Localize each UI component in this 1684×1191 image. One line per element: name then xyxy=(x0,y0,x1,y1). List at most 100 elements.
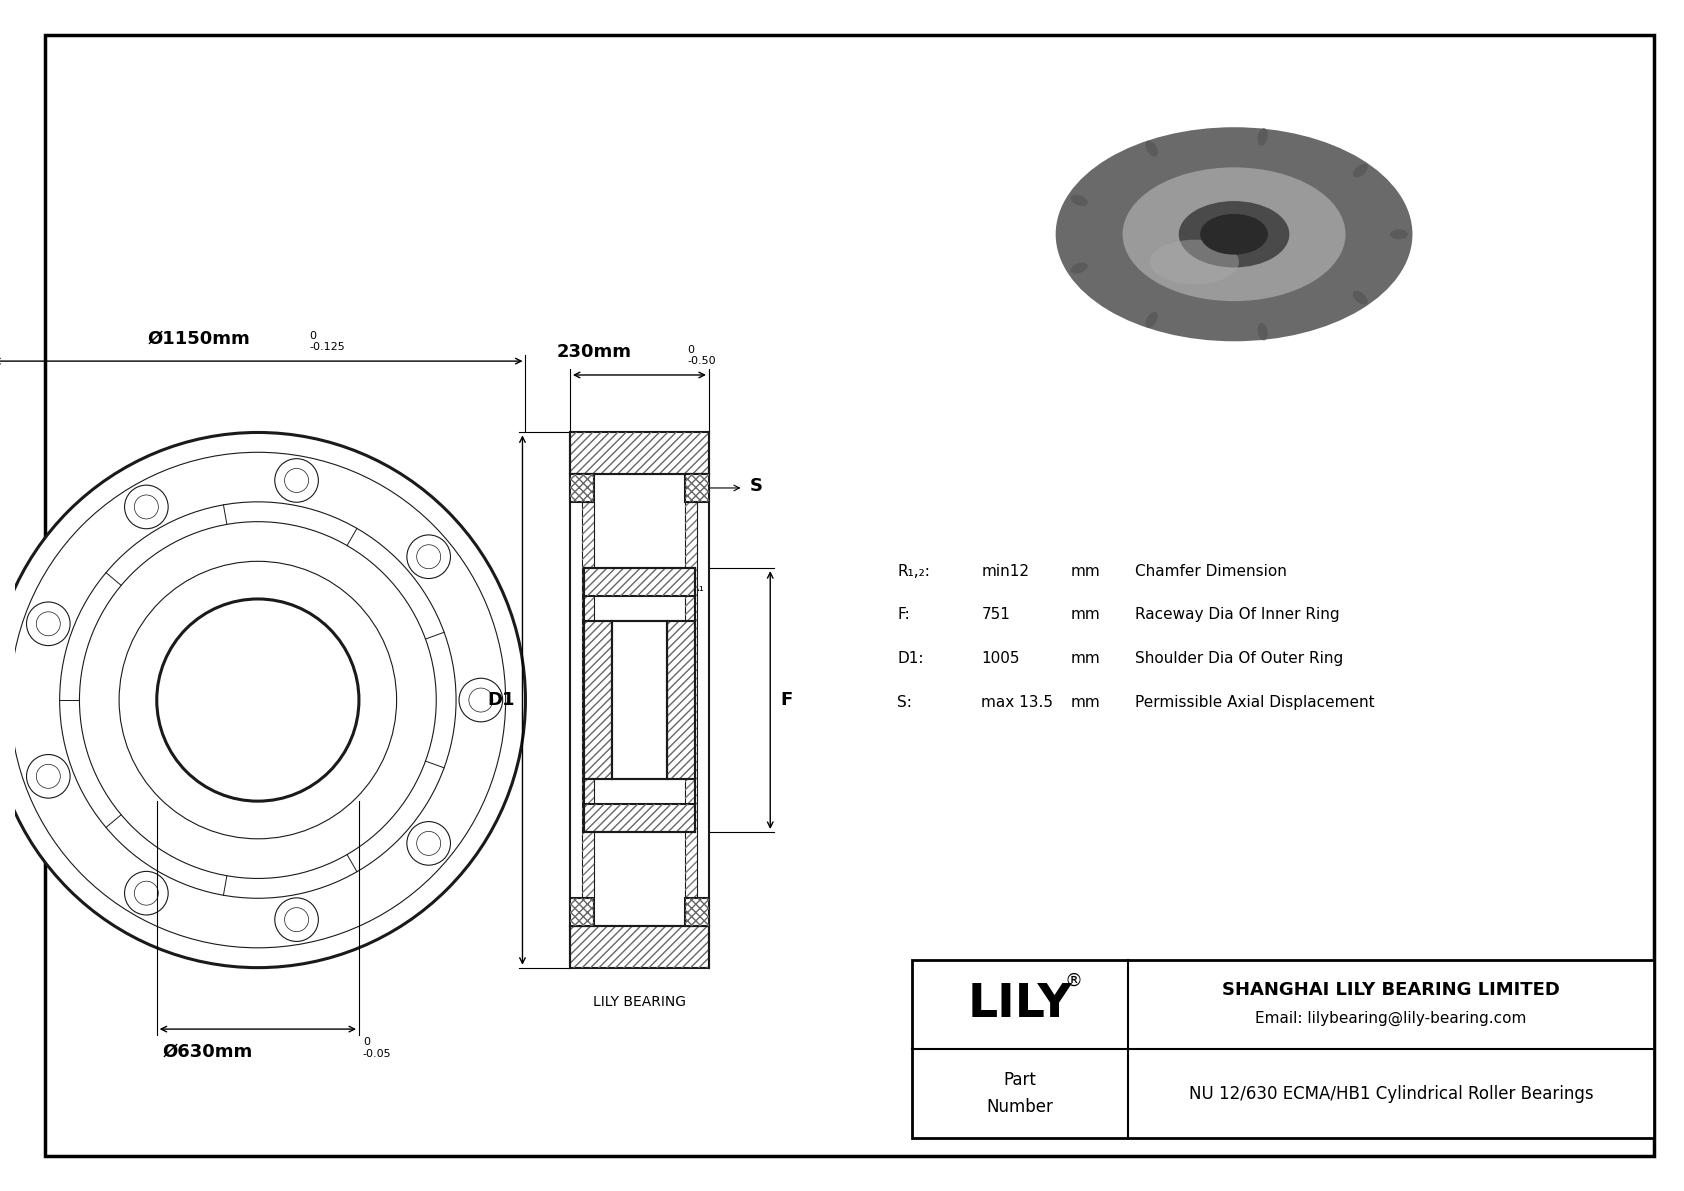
Ellipse shape xyxy=(274,459,318,503)
Text: S:: S: xyxy=(898,694,913,710)
Circle shape xyxy=(10,453,505,948)
Text: -0.50: -0.50 xyxy=(687,356,716,366)
Bar xyxy=(685,474,709,501)
Ellipse shape xyxy=(1352,291,1367,305)
Bar xyxy=(583,501,594,898)
Bar xyxy=(685,501,697,898)
Ellipse shape xyxy=(135,881,158,905)
Ellipse shape xyxy=(285,908,308,931)
Text: 230mm: 230mm xyxy=(556,343,632,361)
Ellipse shape xyxy=(1201,214,1268,255)
Bar xyxy=(584,568,695,596)
Ellipse shape xyxy=(27,601,71,646)
Text: Part
Number: Part Number xyxy=(987,1072,1054,1116)
Bar xyxy=(584,804,695,831)
Ellipse shape xyxy=(1056,127,1413,342)
Text: R₁: R₁ xyxy=(690,581,706,594)
Circle shape xyxy=(79,522,436,879)
Ellipse shape xyxy=(125,872,168,915)
Ellipse shape xyxy=(285,468,308,492)
Bar xyxy=(667,621,695,779)
Text: 1005: 1005 xyxy=(982,651,1021,666)
Ellipse shape xyxy=(1071,262,1088,274)
Bar xyxy=(611,621,667,779)
Bar xyxy=(584,621,611,779)
Ellipse shape xyxy=(1145,141,1159,157)
Text: 0: 0 xyxy=(310,331,317,342)
Text: NU 12/630 ECMA/HB1 Cylindrical Roller Bearings: NU 12/630 ECMA/HB1 Cylindrical Roller Be… xyxy=(1189,1085,1593,1103)
Ellipse shape xyxy=(1258,127,1268,145)
Ellipse shape xyxy=(1071,195,1088,206)
Ellipse shape xyxy=(460,678,502,722)
Text: mm: mm xyxy=(1071,651,1100,666)
Text: D1: D1 xyxy=(487,691,515,709)
Text: S: S xyxy=(749,476,763,495)
Ellipse shape xyxy=(1389,230,1408,239)
Ellipse shape xyxy=(408,535,451,579)
Bar xyxy=(571,927,709,967)
Text: Shoulder Dia Of Outer Ring: Shoulder Dia Of Outer Ring xyxy=(1135,651,1344,666)
Text: Email: lilybearing@lily-bearing.com: Email: lilybearing@lily-bearing.com xyxy=(1256,1011,1527,1025)
Text: 0: 0 xyxy=(687,345,694,355)
Text: R₁,₂:: R₁,₂: xyxy=(898,563,930,579)
Ellipse shape xyxy=(1179,201,1290,268)
Text: mm: mm xyxy=(1071,563,1100,579)
Text: 751: 751 xyxy=(982,607,1010,623)
Ellipse shape xyxy=(416,831,441,855)
Circle shape xyxy=(0,432,525,967)
Text: R₂: R₂ xyxy=(647,573,662,586)
Text: LILY: LILY xyxy=(968,981,1073,1027)
Bar xyxy=(584,568,695,596)
Text: min12: min12 xyxy=(982,563,1029,579)
Ellipse shape xyxy=(37,765,61,788)
Bar xyxy=(571,474,594,501)
Bar xyxy=(685,474,709,501)
Bar xyxy=(571,432,709,474)
Circle shape xyxy=(120,561,397,838)
Bar xyxy=(583,501,594,898)
Text: -0.05: -0.05 xyxy=(364,1049,392,1059)
Circle shape xyxy=(157,599,359,802)
Ellipse shape xyxy=(274,898,318,941)
Text: mm: mm xyxy=(1071,694,1100,710)
Text: Ø1150mm: Ø1150mm xyxy=(147,329,249,348)
Ellipse shape xyxy=(1123,168,1346,301)
Text: max 13.5: max 13.5 xyxy=(982,694,1052,710)
Ellipse shape xyxy=(37,612,61,636)
Text: LILY BEARING: LILY BEARING xyxy=(593,996,685,1010)
Text: -0.125: -0.125 xyxy=(310,342,345,353)
Ellipse shape xyxy=(1258,323,1268,341)
Text: Permissible Axial Displacement: Permissible Axial Displacement xyxy=(1135,694,1374,710)
Bar xyxy=(571,898,594,927)
Bar xyxy=(571,927,709,967)
Bar xyxy=(571,898,594,927)
Circle shape xyxy=(59,501,456,898)
Ellipse shape xyxy=(27,755,71,798)
Text: F:: F: xyxy=(898,607,909,623)
Bar xyxy=(584,621,611,779)
Bar xyxy=(685,898,709,927)
Text: 0: 0 xyxy=(364,1037,370,1047)
Ellipse shape xyxy=(1352,164,1367,177)
Bar xyxy=(913,960,1654,1139)
Bar xyxy=(667,621,695,779)
Text: SHANGHAI LILY BEARING LIMITED: SHANGHAI LILY BEARING LIMITED xyxy=(1223,981,1559,999)
Ellipse shape xyxy=(416,544,441,569)
Bar xyxy=(685,501,697,898)
Text: Raceway Dia Of Inner Ring: Raceway Dia Of Inner Ring xyxy=(1135,607,1339,623)
Ellipse shape xyxy=(408,822,451,865)
Ellipse shape xyxy=(135,495,158,519)
Ellipse shape xyxy=(125,485,168,529)
Text: mm: mm xyxy=(1071,607,1100,623)
Ellipse shape xyxy=(1145,312,1159,328)
Text: ®: ® xyxy=(1064,972,1083,990)
Ellipse shape xyxy=(1150,239,1239,285)
Bar xyxy=(584,804,695,831)
Bar xyxy=(571,474,594,501)
Text: D1:: D1: xyxy=(898,651,923,666)
Ellipse shape xyxy=(468,688,493,712)
Text: Ø630mm: Ø630mm xyxy=(163,1043,253,1061)
Bar xyxy=(571,432,709,474)
Text: F: F xyxy=(780,691,793,709)
Text: Chamfer Dimension: Chamfer Dimension xyxy=(1135,563,1287,579)
